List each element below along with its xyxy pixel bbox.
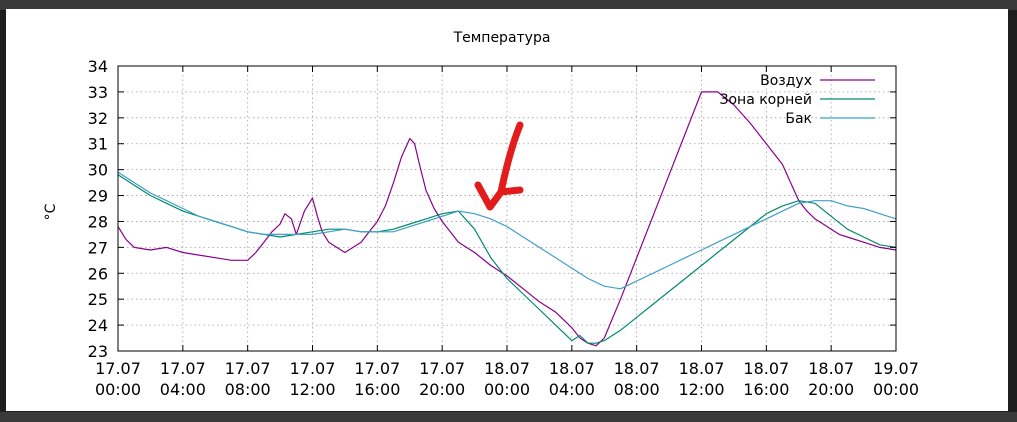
x-tick-label-date: 17.07 — [160, 359, 206, 378]
x-tick-label-date: 17.07 — [354, 359, 400, 378]
x-tick-label-time: 12:00 — [678, 380, 724, 399]
y-tick-label: 26 — [88, 264, 108, 283]
legend-label: Воздух — [760, 73, 812, 89]
x-tick-label-time: 16:00 — [354, 380, 400, 399]
chart-title: Температура — [453, 30, 551, 46]
series-line — [117, 171, 897, 290]
y-tick-label: 34 — [88, 57, 108, 76]
y-tick-label: 23 — [88, 342, 108, 361]
x-tick-label-time: 00:00 — [873, 380, 919, 399]
y-axis-label: °C — [43, 203, 59, 220]
x-tick-label-time: 00:00 — [484, 380, 530, 399]
x-tick-label-date: 18.07 — [614, 359, 660, 378]
x-tick-label-time: 12:00 — [289, 380, 335, 399]
y-tick-label: 27 — [88, 238, 108, 257]
x-tick-label-time: 04:00 — [549, 380, 595, 399]
legend-label: Зона корней — [720, 92, 813, 108]
y-tick-label: 29 — [88, 187, 108, 206]
series-layer — [117, 91, 897, 347]
x-tick-label-time: 04:00 — [160, 380, 206, 399]
y-tick-label: 32 — [88, 109, 108, 128]
x-tick-label-date: 18.07 — [549, 359, 595, 378]
x-tick-label-time: 20:00 — [419, 380, 465, 399]
x-tick-label-date: 17.07 — [225, 359, 271, 378]
series-line — [117, 174, 897, 344]
y-tick-label: 33 — [88, 83, 108, 102]
axes: 23 24 25 26 27 28 29 30 31 32 33 34 17.07 00:00 17.07 0… — [88, 57, 919, 399]
x-tick-label-time: 20:00 — [808, 380, 854, 399]
x-tick-label-time: 16:00 — [743, 380, 789, 399]
x-tick-label-date: 18.07 — [484, 359, 530, 378]
grid — [118, 66, 896, 351]
legend: Воздух Зона корней Бак — [720, 73, 875, 127]
x-tick-label-date: 17.07 — [290, 359, 336, 378]
y-tick-label: 31 — [88, 135, 108, 154]
y-tick-label: 24 — [88, 316, 108, 335]
x-tick-label-time: 08:00 — [225, 380, 271, 399]
x-tick-label-time: 00:00 — [95, 380, 141, 399]
x-tick-label-date: 19.07 — [873, 359, 919, 378]
red-arrow-annotation — [474, 121, 524, 211]
x-tick-label-time: 08:00 — [614, 380, 660, 399]
x-tick-label-date: 18.07 — [679, 359, 725, 378]
plot-frame — [117, 65, 897, 352]
x-tick-label-date: 17.07 — [419, 359, 465, 378]
y-tick-label: 25 — [88, 290, 108, 309]
legend-label: Бак — [785, 111, 812, 127]
x-tick-label-date: 18.07 — [808, 359, 854, 378]
y-tick-label: 28 — [88, 212, 108, 231]
x-tick-label-date: 17.07 — [95, 359, 141, 378]
y-tick-label: 30 — [88, 161, 108, 180]
x-tick-label-date: 18.07 — [743, 359, 789, 378]
